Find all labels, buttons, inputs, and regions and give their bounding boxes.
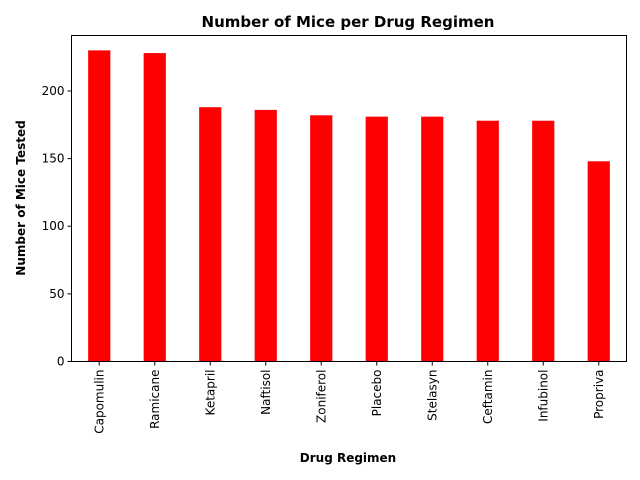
- x-tick-label: Naftisol: [259, 370, 273, 415]
- y-tick-label: 200: [42, 84, 65, 98]
- bar-ramicane: [143, 53, 166, 362]
- y-tick-label: 50: [49, 287, 64, 301]
- x-tick-label: Ramicane: [148, 370, 162, 429]
- bar-ceftamin: [476, 120, 499, 362]
- bars-group: [88, 50, 610, 362]
- x-axis-label: Drug Regimen: [300, 451, 396, 465]
- bar-ketapril: [199, 107, 222, 362]
- bar-capomulin: [88, 50, 111, 362]
- bar-infubinol: [532, 120, 555, 362]
- x-tick-label: Infubinol: [536, 370, 550, 422]
- y-tick-label: 100: [42, 219, 65, 233]
- x-tick-label: Ceftamin: [481, 370, 495, 424]
- x-tick-label: Placebo: [370, 370, 384, 417]
- bar-naftisol: [254, 109, 277, 362]
- y-tick-label: 150: [42, 152, 65, 166]
- x-tick-label: Zoniferol: [314, 370, 328, 423]
- bar-zoniferol: [310, 115, 333, 362]
- chart-title: Number of Mice per Drug Regimen: [202, 13, 495, 31]
- x-tick-label: Stelasyn: [425, 370, 439, 421]
- x-axis-ticks: Capomulin Ramicane Ketapril Naftisol Zonifer…: [92, 361, 606, 434]
- y-axis-ticks: 0 50 100 150 200: [42, 84, 72, 369]
- x-tick-label: Ketapril: [203, 370, 217, 416]
- bar-stelasyn: [421, 116, 444, 362]
- y-axis-label: Number of Mice Tested: [14, 120, 28, 275]
- plot-frame: [71, 35, 627, 362]
- x-tick-label: Capomulin: [92, 370, 106, 434]
- y-tick-label: 0: [57, 355, 65, 369]
- bar-placebo: [365, 116, 388, 362]
- x-tick-label: Propriva: [592, 370, 606, 419]
- bar-propriva: [587, 161, 610, 362]
